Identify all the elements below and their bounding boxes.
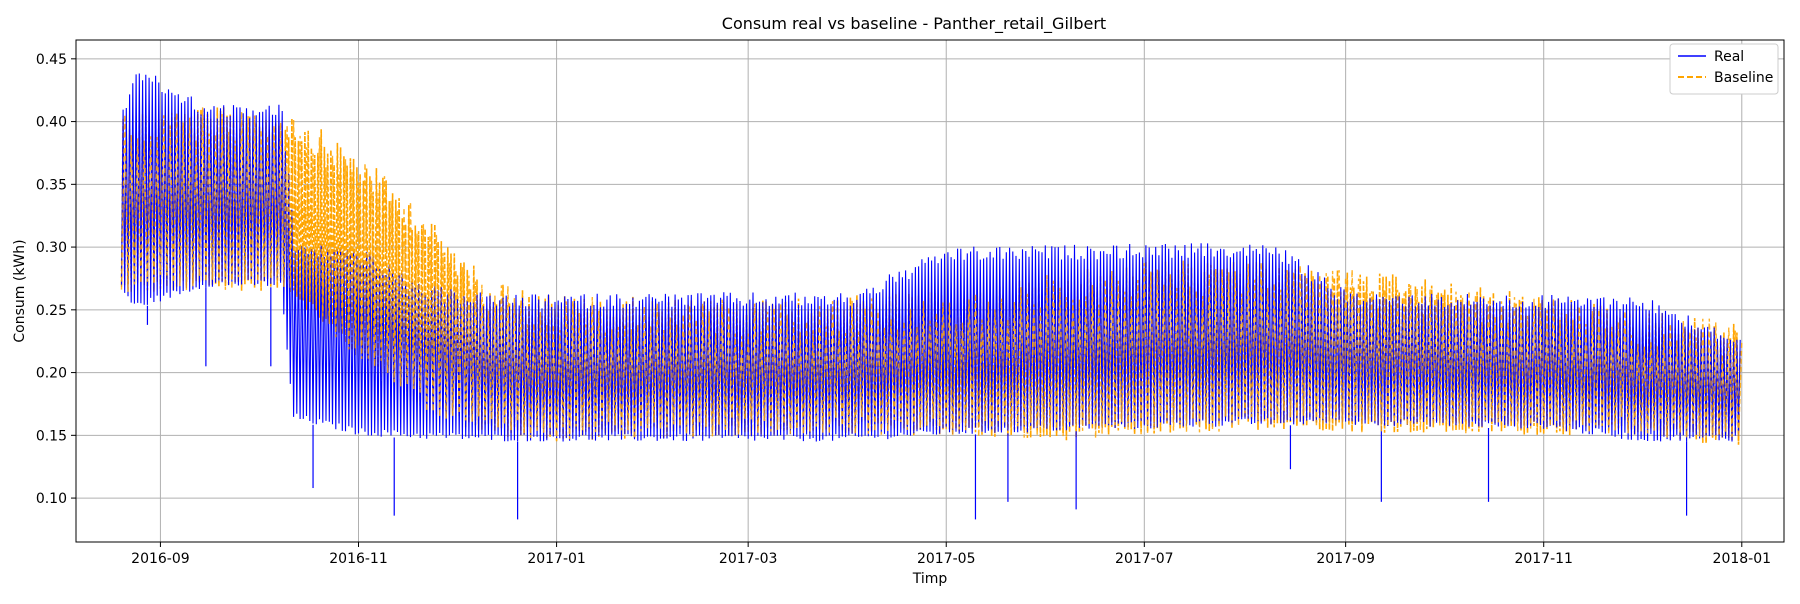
y-tick-label: 0.10 <box>36 491 67 507</box>
y-tick-label: 0.25 <box>36 303 67 319</box>
y-axis-label: Consum (kWh) <box>12 239 28 342</box>
legend-baseline-label: Baseline <box>1714 70 1773 86</box>
y-axis: 0.10 0.15 0.20 0.25 0.30 0.35 0.40 0.45 <box>36 52 76 507</box>
x-tick-label: 2016-11 <box>329 551 388 567</box>
plot-frame <box>75 39 1785 543</box>
y-tick-label: 0.35 <box>36 177 67 193</box>
y-tick-label: 0.20 <box>36 366 67 382</box>
x-tick-label: 2018-01 <box>1713 551 1772 567</box>
x-axis-label: Timp <box>912 571 948 587</box>
legend: Real Baseline <box>1669 43 1779 95</box>
y-tick-label: 0.40 <box>36 115 67 131</box>
x-tick-label: 2017-03 <box>719 551 778 567</box>
chart-title: Consum real vs baseline - Panther_retail… <box>722 14 1106 34</box>
legend-real-label: Real <box>1714 49 1744 65</box>
y-tick-label: 0.30 <box>36 240 67 256</box>
x-tick-label: 2017-07 <box>1115 551 1174 567</box>
y-tick-label: 0.45 <box>36 52 67 68</box>
x-axis: 2016-09 2016-11 2017-01 2017-03 2017-05 2017-… <box>131 542 1771 567</box>
x-tick-label: 2017-11 <box>1514 551 1573 567</box>
series-baseline-line-overlay <box>120 107 1743 443</box>
x-tick-label: 2017-05 <box>917 551 976 567</box>
x-tick-label: 2017-01 <box>527 551 586 567</box>
series-baseline-overlay <box>120 107 1743 443</box>
y-tick-label: 0.15 <box>36 428 67 444</box>
x-tick-label: 2017-09 <box>1316 551 1375 567</box>
x-tick-label: 2016-09 <box>131 551 190 567</box>
